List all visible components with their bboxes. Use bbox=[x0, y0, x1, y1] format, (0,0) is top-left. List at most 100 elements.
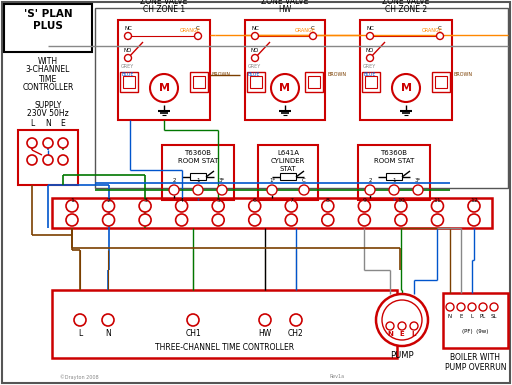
Circle shape bbox=[398, 322, 406, 330]
Bar bbox=[190, 173, 206, 180]
Text: WITH: WITH bbox=[38, 57, 58, 65]
Text: 10: 10 bbox=[397, 199, 405, 204]
Text: CONTROLLER: CONTROLLER bbox=[23, 84, 74, 92]
Text: SL: SL bbox=[490, 315, 497, 320]
Circle shape bbox=[176, 214, 187, 226]
Text: 3-CHANNEL: 3-CHANNEL bbox=[26, 65, 70, 75]
Bar bbox=[95, 8, 508, 188]
Text: STAT: STAT bbox=[280, 166, 296, 172]
Text: 3*: 3* bbox=[219, 177, 225, 182]
Text: GREY: GREY bbox=[248, 64, 261, 69]
Circle shape bbox=[58, 155, 68, 165]
Text: N: N bbox=[105, 330, 111, 338]
Text: 1: 1 bbox=[392, 177, 396, 182]
Circle shape bbox=[58, 138, 68, 148]
Text: 7: 7 bbox=[289, 199, 293, 204]
Bar bbox=[52, 290, 397, 358]
Circle shape bbox=[309, 32, 316, 40]
Text: L641A: L641A bbox=[277, 150, 299, 156]
Text: 3: 3 bbox=[143, 199, 147, 204]
Text: ORANGE: ORANGE bbox=[180, 27, 201, 32]
Circle shape bbox=[490, 303, 498, 311]
Text: BLUE: BLUE bbox=[363, 72, 375, 77]
Circle shape bbox=[468, 200, 480, 212]
Circle shape bbox=[195, 32, 202, 40]
Circle shape bbox=[271, 74, 299, 102]
Text: PUMP: PUMP bbox=[390, 352, 414, 360]
Circle shape bbox=[139, 214, 151, 226]
Circle shape bbox=[66, 214, 78, 226]
Circle shape bbox=[285, 214, 297, 226]
Text: 1: 1 bbox=[70, 199, 74, 204]
Text: L: L bbox=[412, 331, 416, 337]
Bar bbox=[258, 145, 318, 200]
Text: 1*: 1* bbox=[269, 177, 275, 182]
Circle shape bbox=[290, 314, 302, 326]
Text: NC: NC bbox=[366, 25, 374, 30]
Text: BROWN: BROWN bbox=[212, 72, 231, 77]
Circle shape bbox=[27, 138, 37, 148]
Circle shape bbox=[176, 200, 187, 212]
Bar bbox=[435, 76, 447, 88]
Circle shape bbox=[389, 185, 399, 195]
Bar bbox=[247, 72, 265, 92]
Bar bbox=[280, 173, 296, 180]
Bar bbox=[443, 293, 508, 348]
Circle shape bbox=[410, 322, 418, 330]
Bar bbox=[250, 76, 262, 88]
Bar bbox=[123, 76, 135, 88]
Circle shape bbox=[212, 214, 224, 226]
Circle shape bbox=[432, 200, 443, 212]
Circle shape bbox=[392, 74, 420, 102]
Text: BROWN: BROWN bbox=[454, 72, 473, 77]
Text: E: E bbox=[400, 331, 404, 337]
Circle shape bbox=[267, 185, 277, 195]
Circle shape bbox=[367, 55, 373, 62]
Circle shape bbox=[322, 214, 334, 226]
Text: CYLINDER: CYLINDER bbox=[271, 158, 305, 164]
Bar bbox=[358, 145, 430, 200]
Text: PUMP OVERRUN: PUMP OVERRUN bbox=[445, 363, 506, 373]
Text: 230V 50Hz: 230V 50Hz bbox=[27, 109, 69, 117]
Circle shape bbox=[367, 32, 373, 40]
Bar bbox=[162, 145, 234, 200]
Text: ZONE VALVE: ZONE VALVE bbox=[140, 0, 188, 5]
Text: 1: 1 bbox=[196, 177, 200, 182]
Circle shape bbox=[249, 214, 261, 226]
Text: SUPPLY: SUPPLY bbox=[34, 100, 61, 109]
Text: BROWN: BROWN bbox=[327, 72, 346, 77]
Text: L: L bbox=[78, 330, 82, 338]
Circle shape bbox=[285, 200, 297, 212]
Circle shape bbox=[395, 200, 407, 212]
Circle shape bbox=[139, 200, 151, 212]
Text: HW: HW bbox=[279, 5, 292, 15]
Text: NC: NC bbox=[251, 25, 259, 30]
Text: ORANGE: ORANGE bbox=[422, 27, 443, 32]
Circle shape bbox=[74, 314, 86, 326]
Bar bbox=[120, 72, 138, 92]
Circle shape bbox=[43, 155, 53, 165]
Circle shape bbox=[124, 55, 132, 62]
Text: PL: PL bbox=[480, 315, 486, 320]
Bar bbox=[118, 20, 210, 120]
Text: GREY: GREY bbox=[363, 64, 376, 69]
Circle shape bbox=[457, 303, 465, 311]
Bar bbox=[4, 4, 92, 52]
Text: 2: 2 bbox=[106, 199, 111, 204]
Bar bbox=[362, 72, 380, 92]
Text: E: E bbox=[60, 119, 66, 129]
Text: BOILER WITH: BOILER WITH bbox=[451, 353, 501, 363]
Text: Rev1a: Rev1a bbox=[330, 375, 345, 380]
Circle shape bbox=[358, 200, 370, 212]
Text: N: N bbox=[448, 315, 452, 320]
Text: CH2: CH2 bbox=[288, 330, 304, 338]
Bar bbox=[308, 76, 320, 88]
Text: E: E bbox=[459, 315, 463, 320]
Text: T6360B: T6360B bbox=[184, 150, 211, 156]
Text: 8: 8 bbox=[326, 199, 330, 204]
Circle shape bbox=[212, 200, 224, 212]
Bar bbox=[432, 72, 450, 92]
Text: M: M bbox=[159, 83, 169, 93]
Circle shape bbox=[382, 300, 422, 340]
Text: HW: HW bbox=[259, 330, 272, 338]
